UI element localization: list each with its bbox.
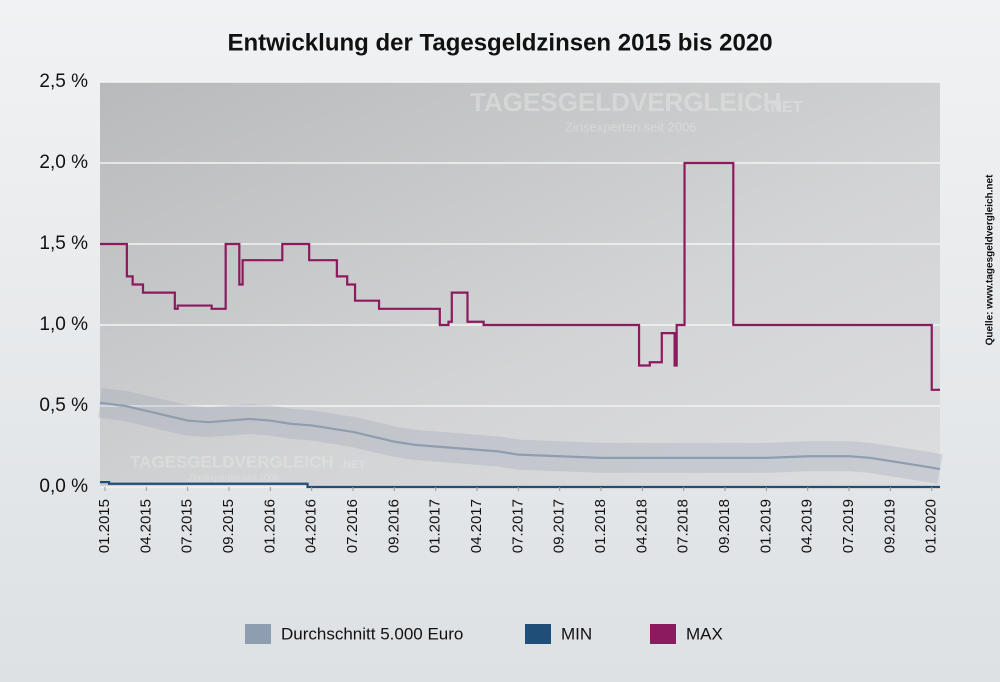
y-tick-label: 0,0 % — [39, 476, 88, 497]
legend-swatch — [525, 624, 551, 644]
x-tick-label: 01.2017 — [427, 499, 444, 553]
x-tick-label: 01.2020 — [923, 499, 940, 553]
watermark-tagline: Zinsexperten seit 2006 — [188, 472, 279, 482]
x-tick-label: 04.2016 — [303, 499, 320, 553]
series-line — [99, 401, 941, 471]
x-tick-label: 01.2019 — [757, 499, 774, 553]
y-tick-label: 1,5 % — [39, 233, 88, 254]
x-tick-label: 04.2017 — [468, 499, 485, 553]
x-tick-label: 07.2016 — [344, 499, 361, 553]
x-tick-label: 07.2019 — [840, 499, 857, 553]
y-tick-label: 2,5 % — [39, 71, 88, 92]
x-tick-label: 04.2019 — [799, 499, 816, 553]
x-tick-label: 07.2017 — [509, 499, 526, 553]
x-tick-label: 09.2015 — [220, 499, 237, 553]
source-note: Quelle: www.tagesgeldvergleich.net — [985, 174, 996, 345]
x-tick-label: 07.2018 — [675, 499, 692, 553]
watermark-tagline: Zinsexperten seit 2006 — [565, 119, 697, 134]
x-tick-label: 09.2016 — [385, 499, 402, 553]
series-line — [100, 481, 940, 489]
axes: 0,0 % 0,5 % 1,0 % 1,5 % 2,0 % 2,5 % 01.2015 04.… — [39, 71, 939, 553]
x-tick-label: 01.2016 — [261, 499, 278, 553]
watermark-name: TAGESGELDVERGLEICH — [470, 87, 782, 117]
legend: Durchschnitt 5.000 Euro MIN MAX — [245, 624, 723, 644]
watermark-suffix: .NET — [766, 99, 803, 116]
y-tick-label: 0,5 % — [39, 395, 88, 416]
chart-title: Entwicklung der Tagesgeldzinsen 2015 bis… — [227, 29, 772, 56]
legend-swatch — [245, 624, 271, 644]
legend-label: MIN — [561, 624, 592, 643]
y-tick-label: 1,0 % — [39, 314, 88, 335]
x-tick-label: 09.2017 — [551, 499, 568, 553]
x-tick-label: 04.2015 — [137, 499, 154, 553]
watermark: TAGESGELDVERGLEICH .NET Zinsexperten sei… — [130, 87, 803, 483]
x-tick-label: 01.2018 — [592, 499, 609, 553]
series-line — [100, 161, 940, 391]
legend-label: MAX — [686, 624, 723, 643]
legend-label: Durchschnitt 5.000 Euro — [281, 624, 463, 643]
watermark-suffix: .NET — [340, 459, 365, 471]
x-tick-label: 07.2015 — [179, 499, 196, 553]
x-tick-label: 09.2018 — [716, 499, 733, 553]
watermark-name: TAGESGELDVERGLEICH — [130, 452, 334, 471]
x-tick-label: 04.2018 — [633, 499, 650, 553]
y-tick-label: 2,0 % — [39, 152, 88, 173]
x-tick-label: 09.2019 — [881, 499, 898, 553]
legend-swatch — [650, 624, 676, 644]
x-tick-label: 01.2015 — [96, 499, 113, 553]
series-layer — [98, 161, 947, 489]
